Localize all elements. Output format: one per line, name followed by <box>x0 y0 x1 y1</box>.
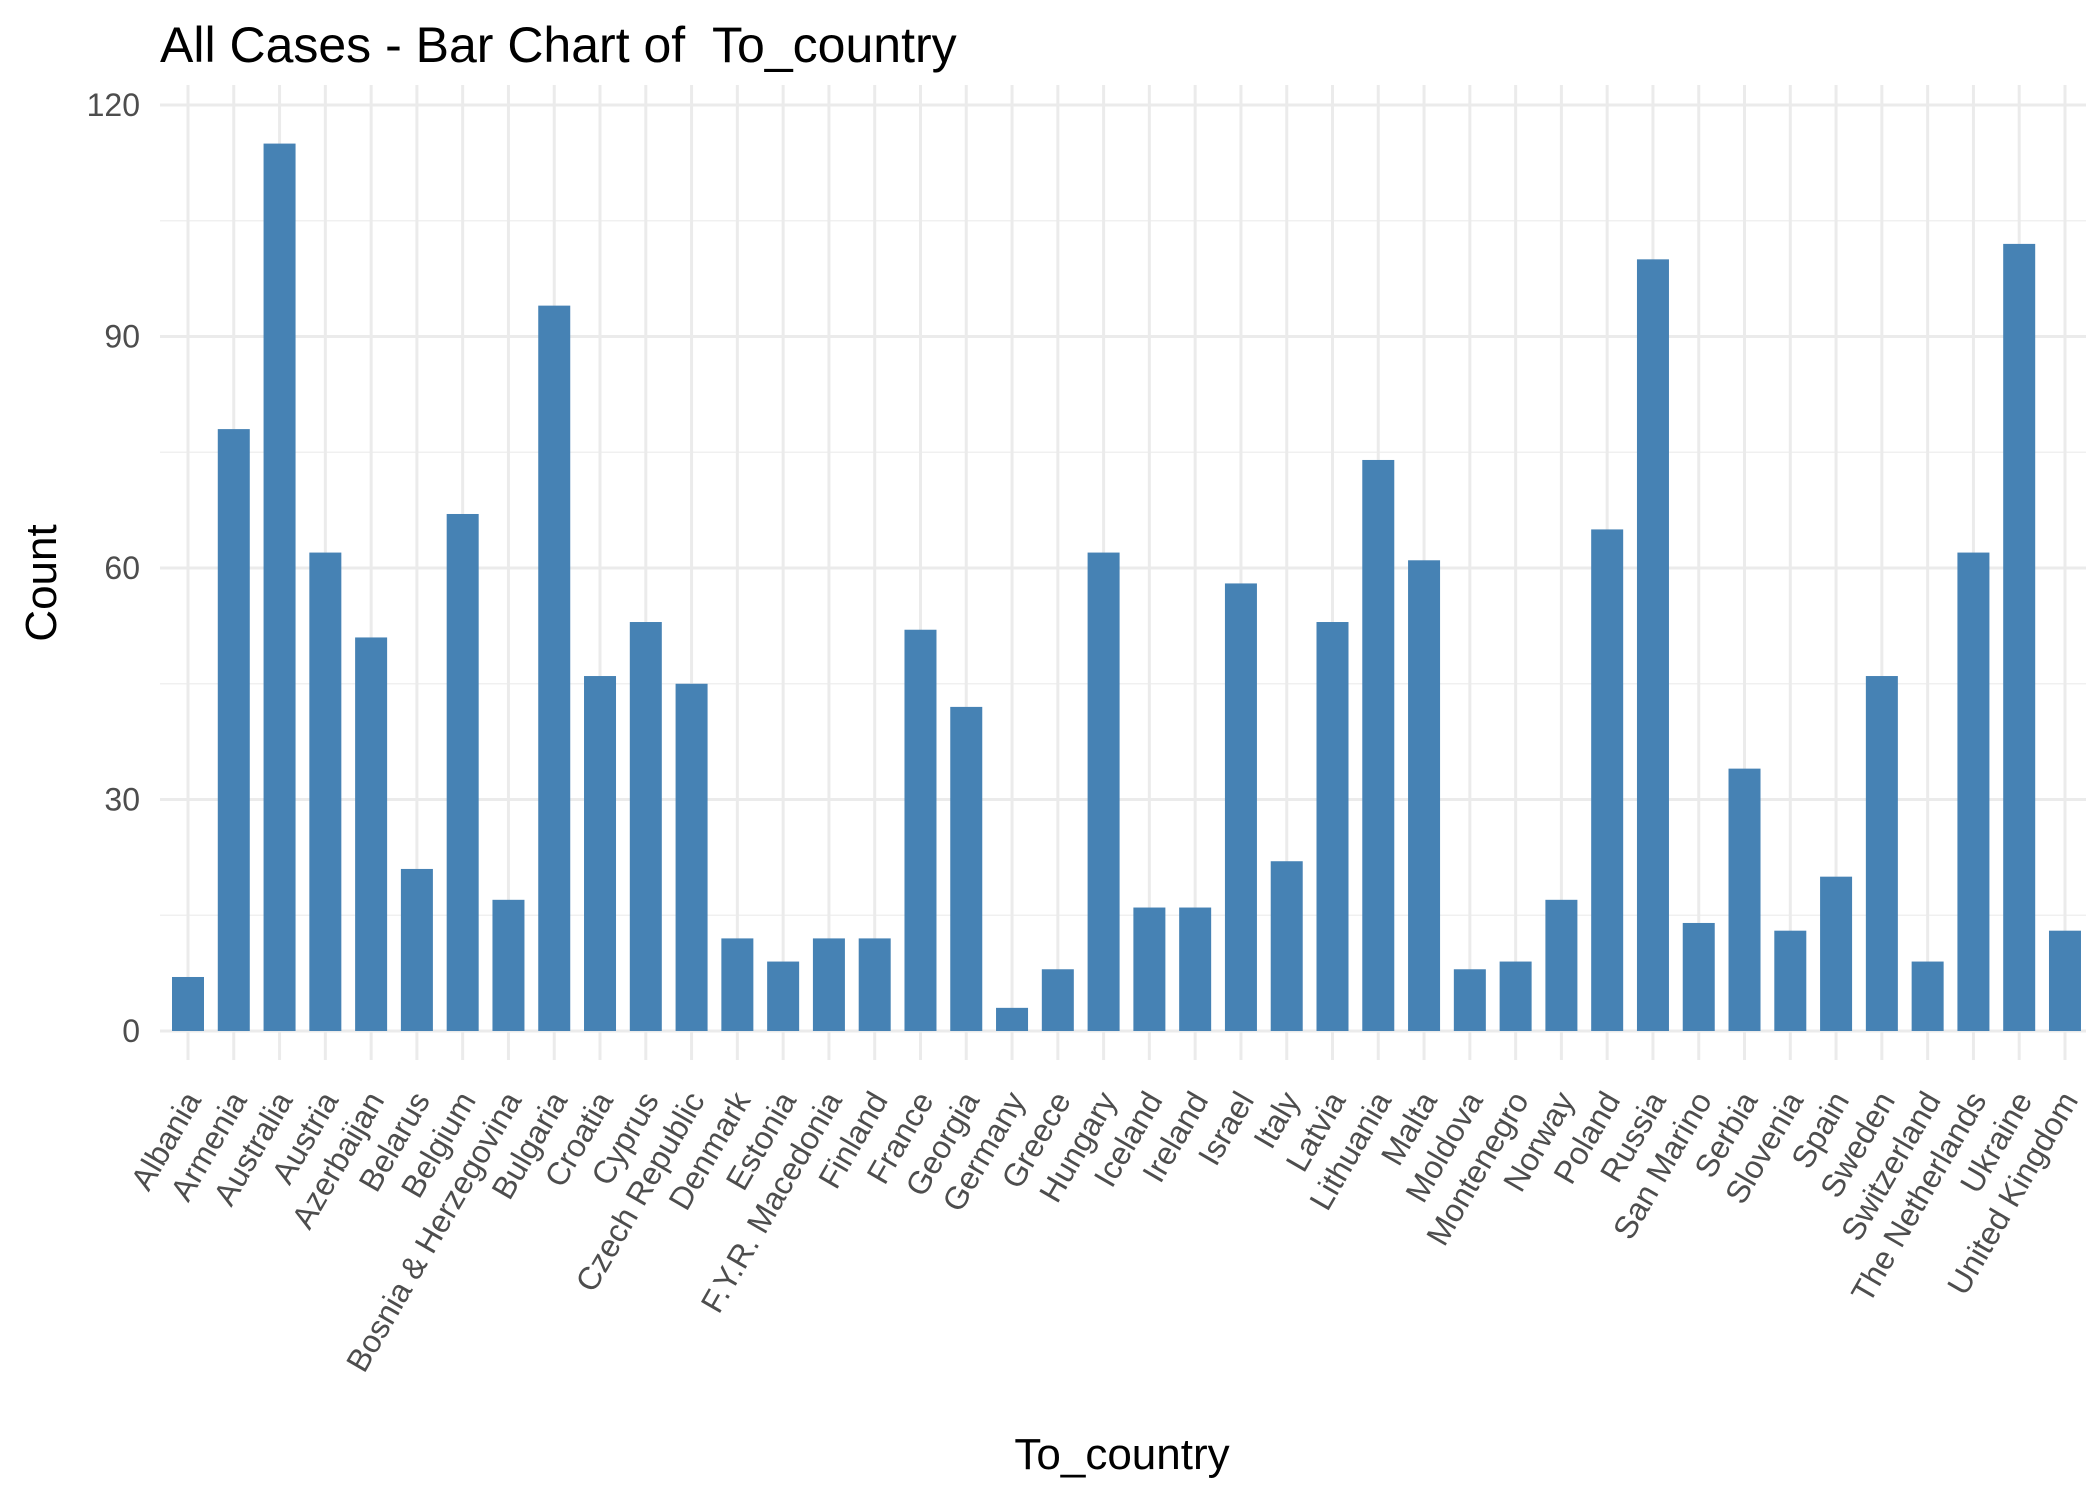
bar-denmark <box>721 938 754 1031</box>
bar-australia <box>263 143 296 1032</box>
bar-united-kingdom <box>2048 930 2081 1031</box>
bar-azerbaijan <box>355 637 388 1031</box>
bar-albania <box>172 976 204 1031</box>
bar-belarus <box>400 868 433 1031</box>
bar-spain <box>1820 876 1853 1031</box>
bar-switzerland <box>1911 961 1944 1031</box>
bar-russia <box>1636 259 1669 1031</box>
bar-ukraine <box>2003 243 2036 1031</box>
x-axis-ticks: AlbaniaArmeniaAustraliaAustriaAzerbaijan… <box>124 1085 2086 1378</box>
y-axis-title: Count <box>17 524 66 641</box>
bar-montenegro <box>1499 961 1532 1031</box>
bar-croatia <box>584 676 617 1031</box>
y-axis-ticks: 0 30 60 90 120 <box>87 87 140 1049</box>
bar-serbia <box>1728 768 1761 1031</box>
y-tick-label: 120 <box>87 87 140 123</box>
bar-iceland <box>1133 907 1166 1031</box>
bar-france <box>904 629 937 1031</box>
bar-georgia <box>950 706 983 1031</box>
y-tick-label: 30 <box>104 782 140 818</box>
bar-czech-republic <box>675 683 708 1031</box>
bar-cyprus <box>629 622 662 1031</box>
bar-israel <box>1224 583 1257 1031</box>
bar-the-netherlands <box>1957 552 1990 1031</box>
bar-estonia <box>767 961 800 1031</box>
bar-austria <box>309 552 342 1031</box>
bar-sweden <box>1865 676 1898 1031</box>
bar-san-marino <box>1682 922 1715 1031</box>
x-axis-title: To_country <box>1014 1430 1229 1479</box>
bar-slovenia <box>1774 930 1807 1031</box>
bar-finland <box>858 938 891 1031</box>
bars <box>172 143 2081 1032</box>
bar-latvia <box>1316 622 1349 1031</box>
bar-moldova <box>1453 969 1486 1031</box>
bar-italy <box>1270 861 1303 1031</box>
bar-norway <box>1545 899 1578 1031</box>
bar-belgium <box>446 513 479 1031</box>
bar-bosnia-herzegovina <box>492 899 525 1031</box>
chart-title: All Cases - Bar Chart of To_country <box>160 17 957 73</box>
bar-germany <box>996 1007 1029 1031</box>
y-tick-label: 90 <box>104 319 140 355</box>
bar-malta <box>1408 560 1441 1031</box>
y-tick-label: 0 <box>122 1013 140 1049</box>
bar-armenia <box>217 429 250 1032</box>
bar-f-y-r-macedonia <box>812 938 845 1031</box>
bar-ireland <box>1179 907 1212 1031</box>
bar-lithuania <box>1362 459 1395 1031</box>
y-tick-label: 60 <box>104 550 140 586</box>
bar-greece <box>1041 969 1074 1031</box>
bar-bulgaria <box>538 305 571 1032</box>
bar-hungary <box>1087 552 1120 1031</box>
bar-poland <box>1591 529 1624 1031</box>
